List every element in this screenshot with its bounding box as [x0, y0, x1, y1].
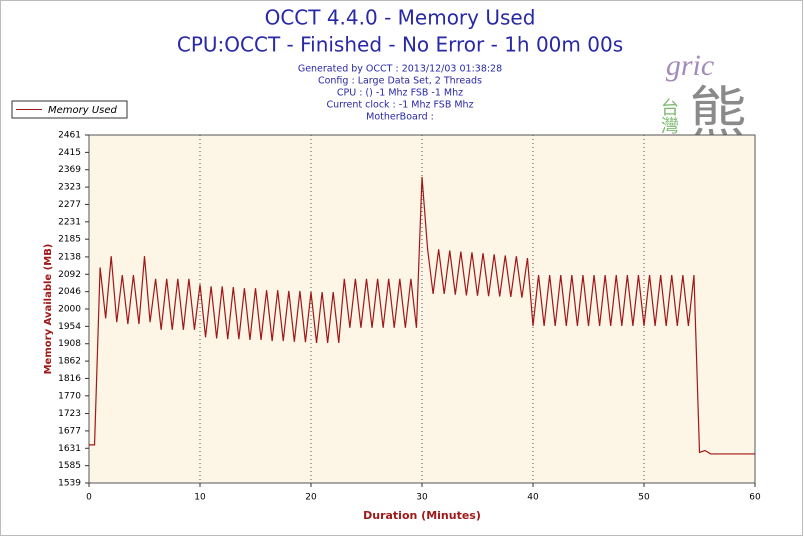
y-tick-label: 2046 — [58, 287, 81, 297]
y-tick-label: 2000 — [58, 305, 81, 315]
y-axis-label: Memory Available (MB) — [43, 244, 54, 375]
y-tick-label: 1908 — [58, 339, 81, 349]
y-tick-label: 1539 — [58, 479, 81, 489]
y-tick-label: 2185 — [58, 235, 81, 245]
y-tick-label: 1816 — [58, 374, 81, 384]
x-tick-label: 20 — [305, 493, 317, 503]
y-tick-label: 1631 — [58, 444, 81, 454]
y-tick-label: 1723 — [58, 409, 81, 419]
y-tick-label: 1770 — [58, 391, 81, 401]
y-tick-label: 2323 — [58, 183, 81, 193]
legend-box — [11, 100, 128, 119]
info-line: MotherBoard : — [366, 112, 434, 123]
chart-subtitle: CPU:OCCT - Finished - No Error - 1h 00m … — [177, 33, 623, 57]
x-tick-label: 50 — [638, 493, 650, 503]
x-tick-label: 10 — [194, 493, 206, 503]
info-line: Config : Large Data Set, 2 Threads — [318, 76, 482, 87]
x-tick-label: 30 — [416, 493, 428, 503]
y-tick-label: 2369 — [58, 165, 81, 175]
y-tick-label: 1862 — [58, 357, 81, 367]
legend-label: Memory Used — [48, 105, 118, 116]
watermark: gric — [666, 49, 714, 82]
info-line: CPU : () -1 Mhz FSB -1 Mhz — [337, 88, 463, 99]
legend: Memory Used — [11, 100, 128, 119]
y-tick-label: 2231 — [58, 217, 81, 227]
y-tick-label: 2092 — [58, 270, 81, 280]
watermark: 台灣 — [658, 98, 679, 135]
x-axis-label: Duration (Minutes) — [363, 509, 481, 522]
info-line: Current clock : -1 Mhz FSB Mhz — [326, 100, 473, 111]
y-tick-label: 1585 — [58, 461, 81, 471]
info-line: Generated by OCCT : 2013/12/03 01:38:28 — [298, 64, 502, 75]
y-tick-label: 2415 — [58, 148, 81, 158]
data-line — [89, 176, 755, 455]
y-tick-label: 2138 — [58, 252, 81, 262]
x-tick-label: 0 — [86, 493, 92, 503]
y-tick-label: 2277 — [58, 200, 81, 210]
x-tick-label: 60 — [749, 493, 761, 503]
y-tick-label: 1677 — [58, 426, 81, 436]
x-tick-label: 40 — [527, 493, 539, 503]
y-tick-label: 1954 — [58, 322, 81, 332]
chart-title: OCCT 4.4.0 - Memory Used — [265, 6, 536, 30]
y-tick-label: 2461 — [58, 131, 81, 141]
